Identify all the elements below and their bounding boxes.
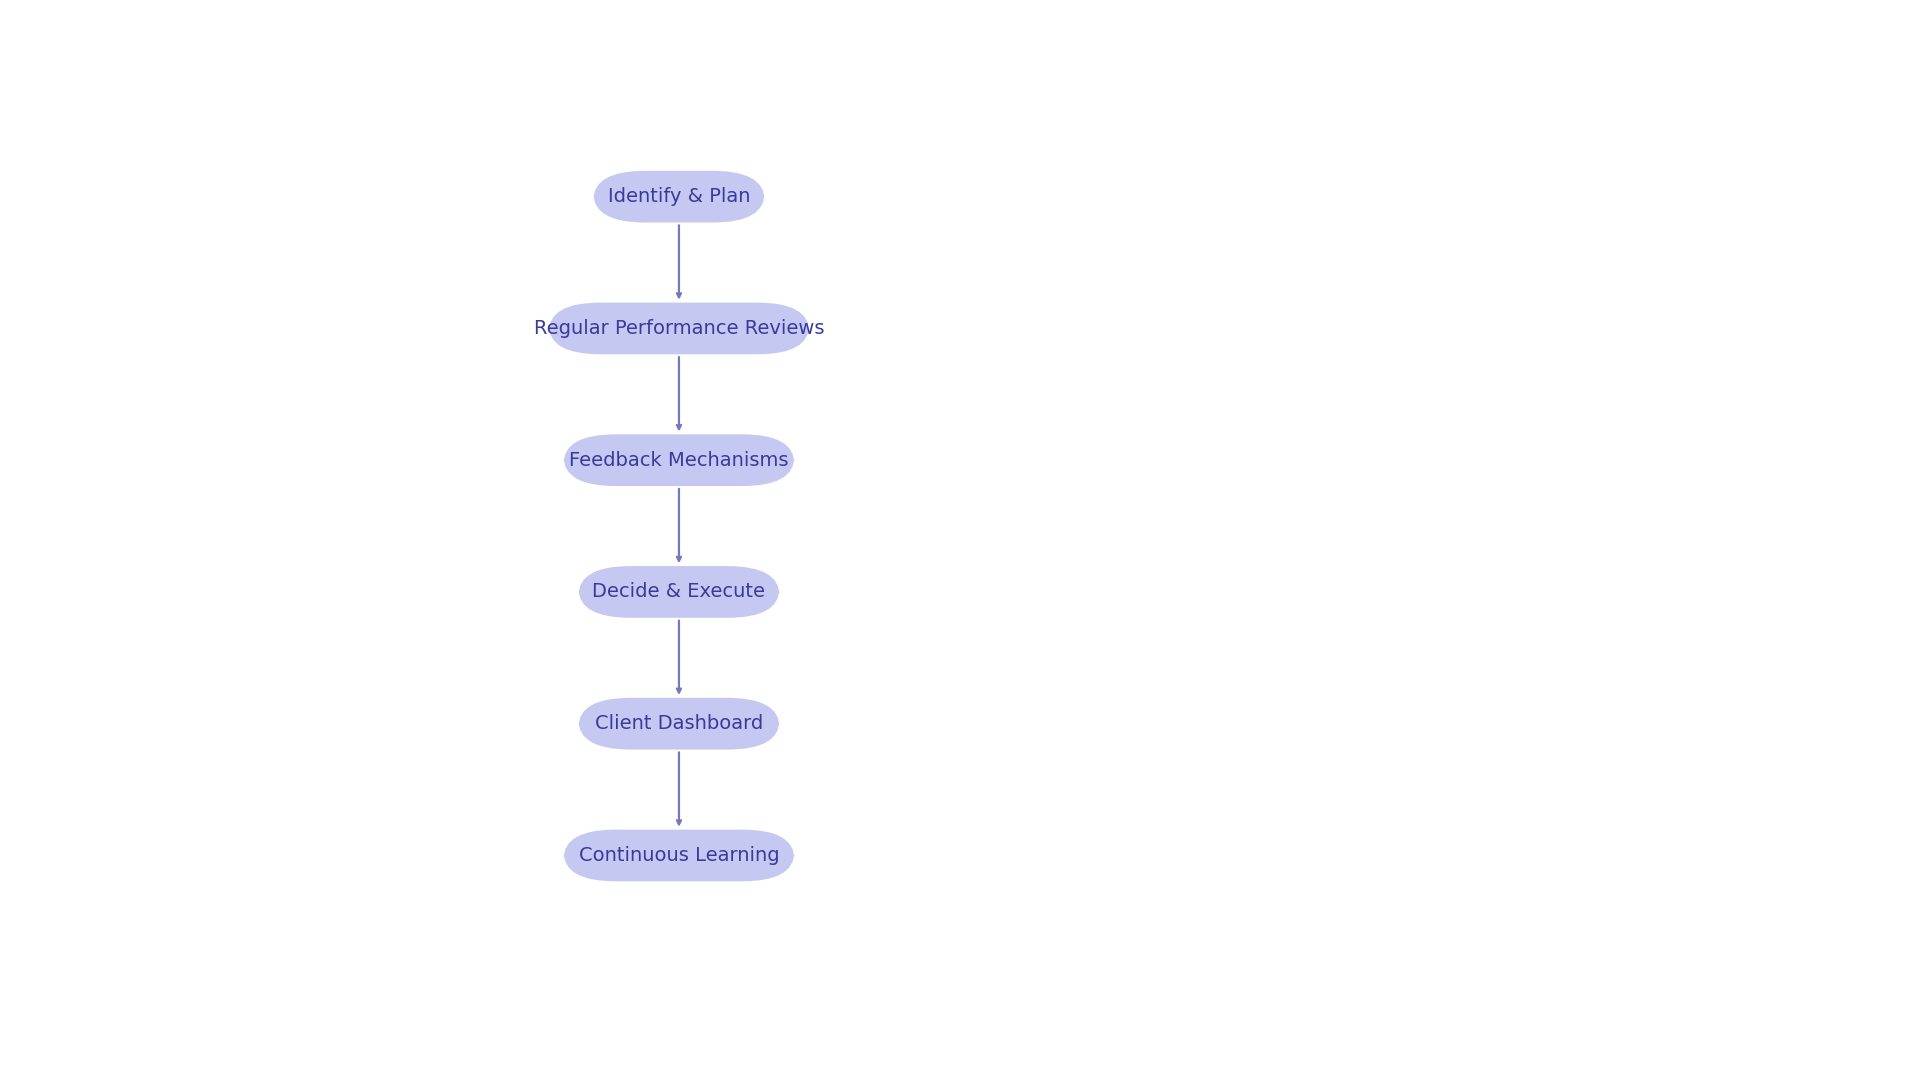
Text: Identify & Plan: Identify & Plan: [609, 187, 751, 206]
FancyBboxPatch shape: [578, 566, 780, 617]
FancyBboxPatch shape: [549, 302, 808, 354]
Text: Regular Performance Reviews: Regular Performance Reviews: [534, 318, 824, 338]
Text: Client Dashboard: Client Dashboard: [595, 714, 762, 733]
Text: Decide & Execute: Decide & Execute: [593, 583, 766, 601]
FancyBboxPatch shape: [593, 171, 764, 222]
FancyBboxPatch shape: [578, 697, 780, 749]
FancyBboxPatch shape: [564, 830, 795, 882]
Text: Continuous Learning: Continuous Learning: [578, 846, 780, 865]
FancyBboxPatch shape: [564, 434, 795, 486]
Text: Feedback Mechanisms: Feedback Mechanisms: [568, 451, 789, 470]
